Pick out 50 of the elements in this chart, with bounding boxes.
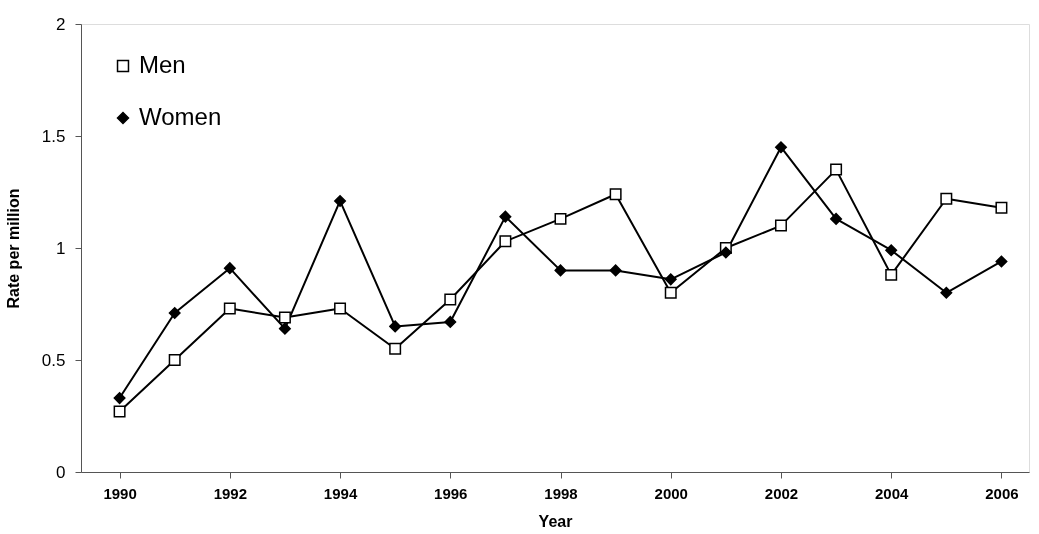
- point: [830, 212, 843, 225]
- y-tick-label: 1: [56, 238, 66, 258]
- point: [389, 342, 402, 355]
- legend-label: Men: [139, 51, 186, 78]
- point: [444, 315, 457, 328]
- x-tick-label: 1990: [103, 484, 137, 502]
- point: [389, 320, 402, 333]
- point: [995, 255, 1008, 268]
- point: [334, 194, 347, 207]
- point: [664, 273, 677, 286]
- point: [223, 262, 236, 275]
- point: [278, 311, 291, 324]
- point: [885, 244, 898, 257]
- point: [334, 302, 347, 315]
- point: [113, 405, 126, 418]
- point: [223, 302, 236, 315]
- point: [774, 141, 787, 154]
- y-axis-title: Rate per million: [4, 188, 22, 309]
- point: [995, 201, 1008, 214]
- point: [940, 286, 953, 299]
- y-tick-label: 2: [56, 14, 66, 34]
- point: [168, 306, 181, 319]
- x-tick-label: 1994: [323, 484, 358, 502]
- x-tick-label: 2000: [654, 484, 688, 502]
- x-axis-title: Year: [538, 512, 573, 530]
- point: [609, 264, 622, 277]
- point: [278, 322, 291, 335]
- point: [609, 188, 622, 201]
- point: [554, 212, 567, 225]
- point: [885, 268, 898, 281]
- point: [774, 219, 787, 232]
- point: [168, 354, 181, 366]
- legend-label: Women: [139, 103, 222, 130]
- x-tick-label: 1996: [434, 484, 468, 502]
- y-tick-label: 0: [56, 462, 66, 482]
- x-tick-label: 1992: [213, 484, 247, 502]
- point: [499, 235, 512, 248]
- x-tick-label: 2006: [985, 484, 1019, 502]
- y-tick-label: 1.5: [41, 126, 66, 146]
- point: [113, 392, 126, 405]
- point: [444, 293, 457, 306]
- point: [940, 192, 953, 205]
- point: [554, 264, 567, 277]
- point: [664, 286, 677, 299]
- x-tick-label: 2002: [764, 484, 799, 502]
- y-tick-label: 0.5: [41, 350, 66, 370]
- x-tick-label: 1998: [544, 484, 578, 502]
- point: [499, 210, 512, 223]
- x-tick-label: 2004: [875, 484, 910, 502]
- point: [830, 163, 843, 176]
